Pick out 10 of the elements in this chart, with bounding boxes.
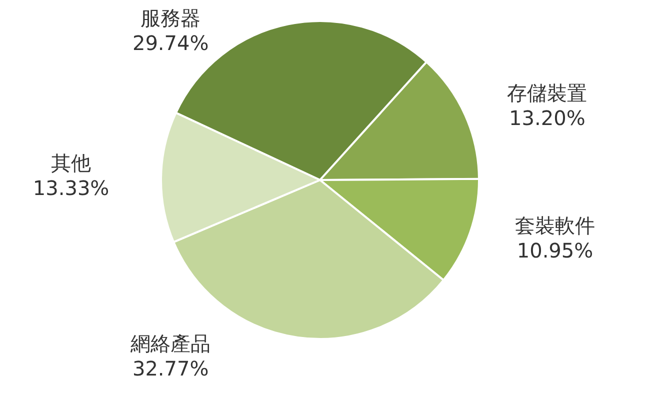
data-label: 32.77% [132,356,209,380]
slice-label: 服務器 [140,6,201,30]
data-label: 29.74% [132,31,209,56]
data-label: 13.20% [509,106,586,130]
slice-label: 其他 [51,151,92,176]
slice-label: 存儲裝置 [507,80,588,105]
slice-label: 網絡產品 [130,331,211,356]
data-label: 13.33% [32,176,110,200]
data-label: 10.95% [516,238,594,262]
slice-label: 套裝軟件 [514,213,595,238]
